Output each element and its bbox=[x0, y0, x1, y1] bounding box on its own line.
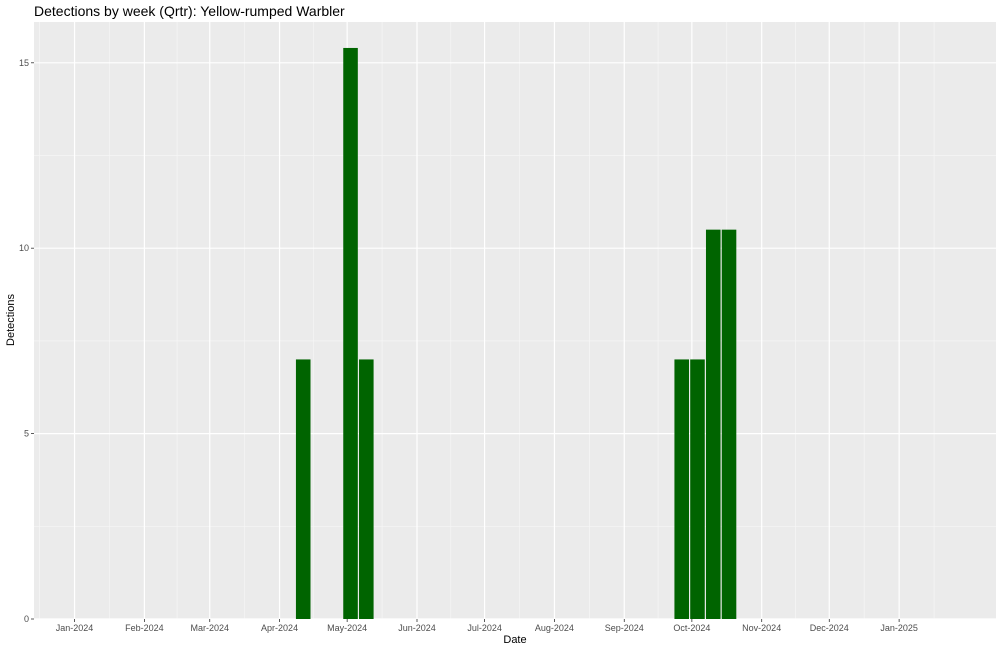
x-tick-label: Sep-2024 bbox=[605, 623, 644, 633]
bars-group bbox=[295, 47, 737, 620]
x-tick-label: Dec-2024 bbox=[810, 623, 849, 633]
y-axis-title: Detections bbox=[5, 294, 17, 346]
x-tick-label: May-2024 bbox=[327, 623, 367, 633]
bar bbox=[359, 359, 374, 619]
bar bbox=[705, 229, 721, 620]
bar bbox=[674, 359, 690, 619]
minor-gridlines bbox=[34, 22, 996, 619]
x-tick-label: Feb-2024 bbox=[125, 623, 164, 633]
bar bbox=[721, 229, 737, 620]
x-tick-label: Jul-2024 bbox=[467, 623, 502, 633]
x-tick-label: Apr-2024 bbox=[261, 623, 298, 633]
x-tick-label: Jun-2024 bbox=[398, 623, 436, 633]
x-tick-label: Jan-2025 bbox=[880, 623, 918, 633]
y-axis: 0 5 10 15 bbox=[19, 58, 34, 624]
panel-background bbox=[34, 22, 996, 619]
x-axis: Jan-2024 Feb-2024 Mar-2024 Apr-2024 May-2024… bbox=[56, 619, 918, 633]
y-tick-label: 15 bbox=[19, 58, 29, 68]
bar bbox=[295, 359, 311, 619]
x-tick-label: Jan-2024 bbox=[56, 623, 94, 633]
x-tick-label: Oct-2024 bbox=[673, 623, 710, 633]
x-tick-label: Nov-2024 bbox=[742, 623, 781, 633]
bar bbox=[690, 359, 705, 619]
y-tick-label: 0 bbox=[24, 614, 29, 624]
x-axis-title: Date bbox=[503, 634, 526, 646]
bar bbox=[343, 47, 358, 619]
x-tick-label: Aug-2024 bbox=[535, 623, 574, 633]
y-tick-label: 10 bbox=[19, 243, 29, 253]
x-tick-label: Mar-2024 bbox=[190, 623, 229, 633]
major-gridlines bbox=[34, 22, 996, 620]
y-tick-label: 5 bbox=[24, 429, 29, 439]
chart-title: Detections by week (Qrtr): Yellow-rumped… bbox=[34, 3, 345, 19]
